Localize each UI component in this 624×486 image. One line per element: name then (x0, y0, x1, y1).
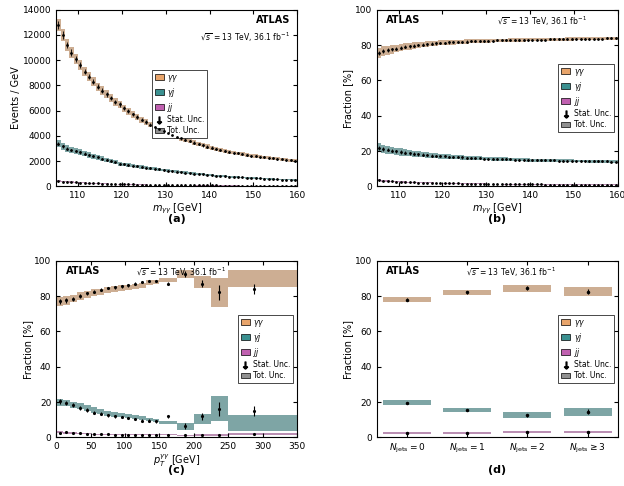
Y-axis label: Fraction [%]: Fraction [%] (22, 319, 32, 379)
Legend: $\gamma\gamma$, $\gamma j$, $jj$, Stat. Unc., Tot. Unc.: $\gamma\gamma$, $\gamma j$, $jj$, Stat. … (238, 314, 293, 383)
Y-axis label: Fraction [%]: Fraction [%] (343, 319, 353, 379)
Text: (a): (a) (168, 214, 185, 224)
Y-axis label: Fraction [%]: Fraction [%] (343, 69, 353, 128)
X-axis label: $m_{\gamma\gamma}$ [GeV]: $m_{\gamma\gamma}$ [GeV] (152, 202, 202, 216)
Text: $\sqrt{s}$ = 13 TeV, 36.1 fb$^{-1}$: $\sqrt{s}$ = 13 TeV, 36.1 fb$^{-1}$ (135, 266, 226, 279)
Text: ATLAS: ATLAS (386, 15, 421, 25)
Text: ATLAS: ATLAS (66, 266, 100, 276)
Text: ATLAS: ATLAS (256, 15, 290, 25)
Text: (b): (b) (488, 214, 506, 224)
Legend: $\gamma\gamma$, $\gamma j$, $jj$, Stat. Unc., Tot. Unc.: $\gamma\gamma$, $\gamma j$, $jj$, Stat. … (558, 64, 614, 133)
Text: (c): (c) (168, 465, 185, 475)
Legend: $\gamma\gamma$, $\gamma j$, $jj$, Stat. Unc., Tot. Unc.: $\gamma\gamma$, $\gamma j$, $jj$, Stat. … (152, 69, 207, 139)
Text: (d): (d) (488, 465, 506, 475)
Text: $\sqrt{s}$ = 13 TeV, 36.1 fb$^{-1}$: $\sqrt{s}$ = 13 TeV, 36.1 fb$^{-1}$ (497, 15, 587, 28)
Legend: $\gamma\gamma$, $\gamma j$, $jj$, Stat. Unc., Tot. Unc.: $\gamma\gamma$, $\gamma j$, $jj$, Stat. … (558, 314, 614, 383)
Y-axis label: Events / GeV: Events / GeV (11, 67, 21, 129)
X-axis label: $p_T^{\gamma\gamma}$ [GeV]: $p_T^{\gamma\gamma}$ [GeV] (153, 452, 200, 469)
Text: $\sqrt{s}$ = 13 TeV, 36.1 fb$^{-1}$: $\sqrt{s}$ = 13 TeV, 36.1 fb$^{-1}$ (466, 266, 556, 279)
Text: ATLAS: ATLAS (386, 266, 421, 276)
Text: $\sqrt{s}$ = 13 TeV, 36.1 fb$^{-1}$: $\sqrt{s}$ = 13 TeV, 36.1 fb$^{-1}$ (200, 31, 290, 44)
X-axis label: $m_{\gamma\gamma}$ [GeV]: $m_{\gamma\gamma}$ [GeV] (472, 202, 522, 216)
